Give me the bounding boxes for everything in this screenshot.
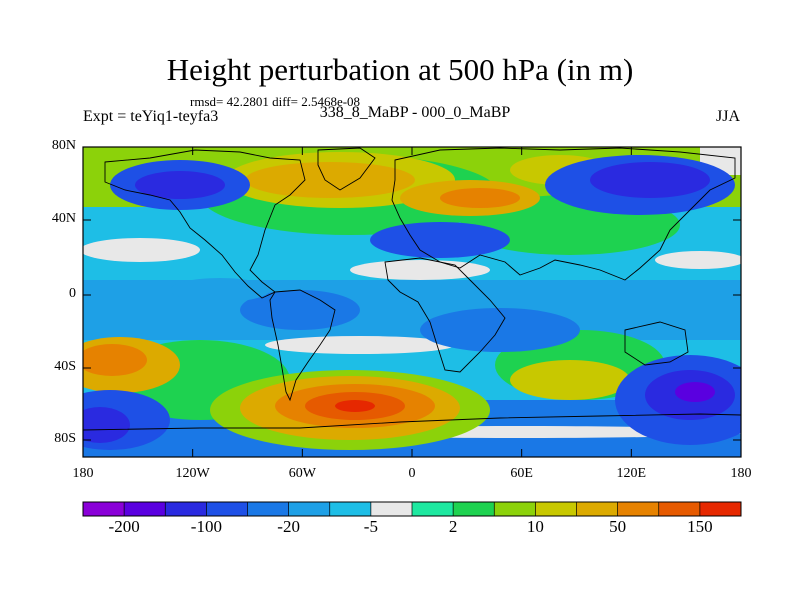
colorbar-swatch <box>247 502 290 516</box>
comparison-label: 338_8_MaBP - 000_0_MaBP <box>319 104 511 121</box>
colorbar-frame <box>82 501 742 517</box>
season-label: JJA <box>715 108 740 125</box>
field-neg-2 <box>135 171 225 199</box>
colorbar-swatch <box>83 502 125 516</box>
colorbar-swatch <box>453 502 495 516</box>
greenland-outline <box>317 147 376 191</box>
colorbar-label: 150 <box>687 517 713 536</box>
antarctica-outline <box>83 413 741 431</box>
colorbar-swatch <box>165 502 207 516</box>
lon-tick-label: 120E <box>616 466 647 481</box>
lat-tick-label: 0 <box>69 286 76 301</box>
field-neg-7 <box>83 407 130 443</box>
lon-tick-label: 120W <box>175 466 210 481</box>
coastlines <box>83 147 741 431</box>
colorbar-label: -20 <box>277 517 300 536</box>
field-pos-12 <box>510 360 630 400</box>
field-neg-4 <box>590 162 710 198</box>
colorbar-label: 50 <box>609 517 627 536</box>
colorbar-label: 10 <box>526 517 544 536</box>
colorbar-swatch <box>494 502 536 516</box>
colorbar-swatch <box>288 502 331 516</box>
chart-title: Height perturbation at 500 hPa (in m) <box>166 52 634 87</box>
field-neg-11 <box>420 308 580 352</box>
north-america-outline <box>104 149 306 299</box>
colorbar-label: -100 <box>190 517 222 536</box>
colorbar <box>82 501 742 517</box>
field-neutral-2 <box>350 260 490 280</box>
colorbar-swatch <box>370 502 413 516</box>
field-pos-2 <box>245 162 415 198</box>
lon-tick-label: 0 <box>408 466 416 481</box>
field-neg-13 <box>170 278 270 302</box>
field-neutral-3 <box>655 251 741 269</box>
field-neg-5 <box>370 222 510 258</box>
colorbar-swatch <box>576 502 619 516</box>
lat-tick-label: 80S <box>54 431 76 446</box>
lon-tick-label: 180 <box>72 466 94 481</box>
south-america-outline <box>269 289 336 402</box>
field-pos-11 <box>335 400 375 412</box>
contour-field <box>83 147 741 457</box>
lat-tick-label: 80N <box>51 138 76 153</box>
colorbar-label: -5 <box>363 517 378 536</box>
colorbar-swatch <box>617 502 660 516</box>
lon-tick-label: 60W <box>288 466 316 481</box>
axis-ticks <box>82 146 742 457</box>
colorbar-swatch <box>206 502 248 516</box>
lat-tick-label: 40S <box>54 359 76 374</box>
colorbar-swatch <box>329 502 372 516</box>
lat-tick-label: 40N <box>51 211 76 226</box>
colorbar-swatch <box>535 502 577 516</box>
eurasia-outline <box>391 147 736 281</box>
colorbar-swatch <box>699 502 742 516</box>
lon-tick-label: 60E <box>510 466 533 481</box>
colorbar-label: 2 <box>448 517 458 536</box>
africa-outline <box>384 257 506 373</box>
colorbar-swatch <box>124 502 166 516</box>
colorbar-swatch <box>412 502 454 516</box>
field-pos-4 <box>440 188 520 208</box>
field-pos-7 <box>83 344 147 376</box>
lon-tick-label: 180 <box>730 466 752 481</box>
experiment-label: Expt = teYiq1-teyfa3 <box>83 108 219 125</box>
field-neg-10 <box>675 382 715 402</box>
australia-outline <box>624 321 689 366</box>
stats-text: rmsd= 42.2801 diff= 2.5468e-08 <box>190 94 361 109</box>
field-neutral-1 <box>83 238 200 262</box>
field-neutral-4 <box>265 336 455 354</box>
colorbar-swatch <box>658 502 701 516</box>
colorbar-label: -200 <box>108 517 140 536</box>
